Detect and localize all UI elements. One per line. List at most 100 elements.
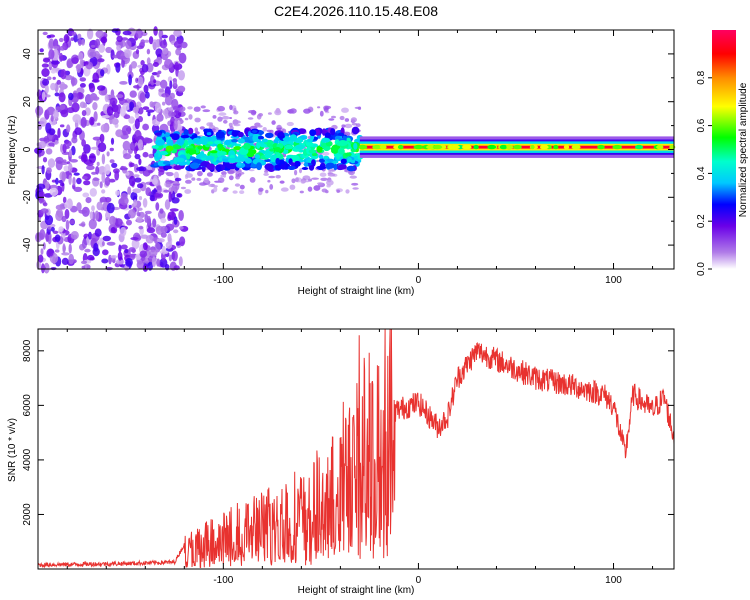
spectrogram-cell (87, 48, 95, 59)
spectrogram-cell (336, 189, 341, 193)
spectrogram-cell (50, 82, 57, 91)
spectrogram-cell (116, 94, 124, 99)
spectrogram-cell (124, 49, 131, 59)
spectrogram-cell (161, 245, 166, 255)
spectrogram-cell (188, 114, 193, 120)
spectrogram-cell (56, 79, 61, 85)
spectrogram-cell (71, 31, 77, 36)
spectrogram-cell (89, 83, 96, 93)
spectrogram-cell (228, 157, 238, 163)
spectrogram-cell (132, 188, 142, 194)
spectrogram-cell (194, 127, 199, 133)
spectrogram-cell (202, 109, 211, 113)
spectrogram-cell (95, 166, 100, 175)
spectrogram-cell (137, 207, 143, 211)
spectrogram-cell (264, 153, 272, 159)
spectrogram-cell (118, 244, 122, 253)
spectrogram-cell (146, 48, 151, 55)
spectrogram-cell (139, 92, 146, 103)
spectrogram-cell (160, 217, 167, 224)
spectrogram-cell (309, 129, 317, 137)
spectrogram-cell (116, 44, 122, 52)
spectrogram-cell (173, 171, 179, 180)
spectrogram-cell (70, 37, 75, 41)
spectrogram-cell (110, 255, 118, 259)
colorbar-label: Normalized spectral amplitude (738, 82, 749, 217)
spectrogram-cell (211, 135, 217, 141)
spectrogram-cell (372, 144, 382, 150)
spectrogram-cell (166, 172, 174, 177)
spectrogram-cell (123, 114, 131, 120)
spectrogram-cell (89, 116, 95, 126)
spectrogram-cell (183, 129, 189, 137)
spectrogram-cell (151, 256, 157, 268)
spectrogram-cell (47, 158, 56, 168)
spectrogram-cell (87, 254, 95, 261)
spectrogram-cell (111, 28, 119, 33)
spectrogram-cell (256, 162, 262, 171)
spectrogram-cell (41, 68, 50, 77)
spectrogram-cell (60, 143, 64, 153)
spectrogram-x-label: Height of straight line (km) (298, 286, 415, 297)
spectrogram-cell (155, 202, 160, 211)
spectrogram-cell (177, 70, 185, 81)
spectrogram-cell (168, 191, 172, 203)
spectrogram-cell (248, 169, 255, 172)
spectrogram-cell (59, 52, 63, 62)
spectrogram-cell (171, 112, 176, 115)
spectrogram-cell (144, 39, 150, 43)
spectrogram-cell (123, 153, 132, 160)
spectrogram-cell (185, 179, 192, 184)
spectrogram-cell (318, 158, 326, 163)
spectrogram-cell (44, 214, 54, 226)
spectrogram-cell (299, 190, 304, 194)
spectrogram-cell (77, 33, 82, 39)
spectrogram-cell (48, 38, 55, 49)
spectrogram-cell (289, 108, 297, 114)
spectrogram-cell (52, 230, 59, 234)
spectrogram-cell (135, 28, 143, 39)
spectrogram-cell (133, 199, 138, 207)
spectrogram-cell (311, 152, 318, 157)
spectrogram-cell (69, 159, 78, 163)
spectrogram-cell (358, 144, 368, 150)
spectrogram-cell (344, 123, 353, 129)
spectrogram-cell (39, 229, 46, 240)
spectrogram-cell (45, 122, 52, 134)
spectrogram-cell (220, 174, 225, 178)
spectrogram-cell (39, 117, 47, 127)
spectrogram-cell (167, 107, 174, 111)
spectrogram-cell (101, 115, 110, 119)
spectrogram-cell (143, 84, 149, 94)
spectrogram-cell (156, 113, 164, 122)
spectrogram-cell (337, 132, 345, 137)
spectrogram-cell (119, 106, 126, 117)
spectrogram-cell (172, 105, 179, 111)
spectrogram-cell (171, 250, 178, 262)
spectrogram-cell (353, 142, 358, 150)
spectrogram-cell (155, 139, 165, 146)
snr-frame (37, 328, 675, 570)
spectrogram-cell (316, 159, 320, 163)
spectrogram-cell (53, 109, 59, 120)
spectrogram-cell (160, 79, 168, 89)
spectrogram-cell (165, 181, 171, 188)
spectrogram-cell (164, 58, 173, 69)
spectrogram-cell (329, 169, 336, 172)
spectrogram-cell (226, 163, 237, 170)
spectrogram-cell (205, 155, 215, 161)
spectrogram-cell (112, 54, 119, 59)
spectrogram-cell (473, 144, 479, 150)
spectrogram-cell (99, 181, 103, 189)
spectrogram-cell (257, 125, 263, 128)
spectrogram-cell (125, 258, 133, 267)
spectrogram-cell (92, 72, 99, 83)
spectrogram-cell (341, 124, 346, 128)
spectrogram-cell (54, 234, 61, 242)
spectrogram-cell (93, 242, 99, 252)
spectrogram-cell (344, 118, 350, 122)
spectrogram-cell (99, 133, 105, 143)
spectrogram-cell (104, 197, 112, 203)
spectrogram-cell (231, 130, 239, 137)
spectrogram-cell (248, 110, 256, 114)
